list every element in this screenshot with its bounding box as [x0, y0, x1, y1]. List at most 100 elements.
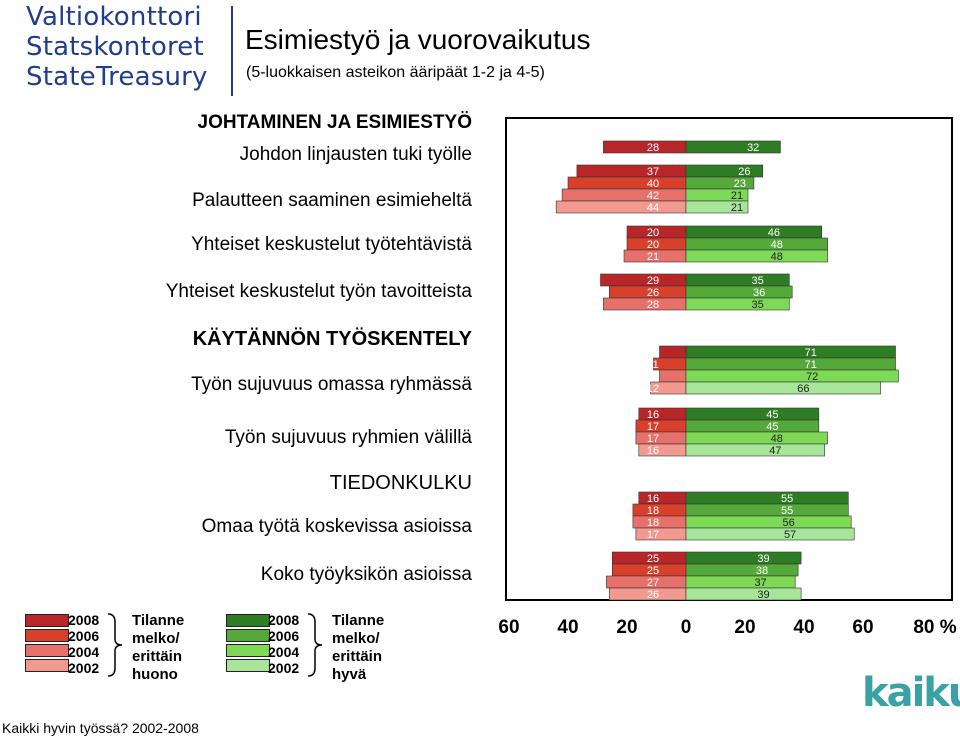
legend-swatch-good-2004: [226, 644, 270, 657]
bar-bad: [561, 188, 687, 202]
row-label-johdon-linjaukset: Johdon linjausten tuki työlle: [239, 144, 472, 165]
logo-divider: [231, 6, 233, 96]
bar-label-bad: 25: [647, 565, 659, 577]
row-label-palaute: Palautteen saaminen esimieheltä: [192, 190, 472, 211]
legend-brace-bad: [107, 613, 123, 677]
bar-label-good: 71: [805, 359, 817, 371]
bar-label-bad: 9: [650, 347, 656, 359]
bar-label-good: 47: [769, 445, 781, 457]
bar-good: [685, 164, 763, 178]
bar-good: [685, 357, 896, 371]
x-tick-label: 40: [557, 617, 579, 638]
bar-label-bad: 18: [647, 505, 659, 517]
bar-label-good: 21: [731, 190, 743, 202]
bar-label-good: 35: [752, 275, 764, 287]
legend-swatch-good-2002: [226, 659, 270, 672]
x-tick-label: 60: [498, 617, 520, 638]
row-label-keskustelut-tavoitteet: Yhteiset keskustelut työn tavoitteista: [165, 281, 472, 302]
bar-label-good: 48: [771, 251, 783, 263]
bar-good: [685, 249, 828, 263]
kaiku-logo: kaiku: [862, 670, 960, 716]
bar-bad: [632, 503, 687, 517]
bar-label-good: 66: [797, 383, 809, 395]
bar-label-bad: 29: [647, 275, 659, 287]
bar-bad: [635, 419, 687, 433]
logo-line-sv: Statskontoret: [26, 32, 204, 62]
legend-label-line: Tilanne: [132, 612, 185, 629]
bar-good: [685, 503, 849, 517]
bar-label-bad: 20: [647, 239, 659, 251]
bar-good: [685, 297, 790, 311]
bar-good: [685, 369, 899, 383]
legend-label-line: melko/: [332, 630, 380, 647]
bar-label-good: 39: [757, 589, 769, 601]
bar-good: [685, 345, 896, 359]
x-tick-label: 60: [852, 617, 874, 638]
bar-label-bad: 21: [647, 251, 659, 263]
bar-good: [685, 443, 825, 457]
legend-year: 2002: [68, 660, 100, 676]
legend-year: 2004: [68, 644, 100, 660]
logo-line-en: StateTreasury: [26, 62, 208, 92]
bar-bad: [638, 491, 687, 505]
bar-good: [685, 587, 802, 601]
bar-label-good: 56: [782, 517, 794, 529]
bar-label-good: 46: [768, 227, 780, 239]
row-label-koko-tyoyksikko: Koko työyksikön asioissa: [260, 564, 472, 585]
bar-good: [685, 200, 749, 214]
bar-label-bad: 40: [647, 178, 659, 190]
x-tick-label: 0: [680, 617, 692, 638]
bar-label-good: 45: [766, 421, 778, 433]
page-title: Esimiestyö ja vuorovaikutus: [245, 24, 591, 55]
legend-swatch-good-2006: [226, 629, 270, 642]
bar-label-good: 72: [806, 371, 818, 383]
legend-label-line: hyvä: [332, 666, 367, 683]
bar-good: [685, 551, 802, 565]
bar-good: [685, 407, 820, 421]
bar-label-bad: 28: [647, 142, 659, 154]
bar-label-good: 48: [771, 433, 783, 445]
legend-label-good: Tilanne melko/ erittäin hyvä: [332, 612, 384, 684]
bar-label-bad: 12: [647, 383, 659, 395]
legend-label-line: erittäin: [332, 648, 383, 665]
bar-label-bad: 11: [647, 359, 658, 371]
bar-label-bad: 9: [650, 371, 656, 383]
section-title-tiedonkulku: TIEDONKULKU: [329, 472, 472, 494]
bar-label-good: 26: [738, 166, 750, 178]
bar-good: [685, 575, 796, 589]
bar-label-bad: 18: [647, 517, 659, 529]
x-tick-label: 20: [734, 617, 756, 638]
bar-bad: [555, 200, 687, 214]
legend-year: 2006: [68, 628, 100, 644]
bar-good: [685, 273, 790, 287]
bar-label-good: 37: [754, 577, 766, 589]
legend-year: 2008: [268, 612, 300, 628]
bar-label-bad: 25: [647, 553, 659, 565]
row-label-omaa-tyota: Omaa työtä koskevissa asioissa: [201, 516, 472, 537]
bar-label-bad: 26: [647, 287, 659, 299]
bar-good: [685, 527, 855, 541]
bar-bad: [603, 297, 687, 311]
footer-note: Kaikki hyvin työssä? 2002-2008: [2, 720, 199, 736]
bar-good: [685, 431, 828, 445]
bar-bad: [659, 369, 687, 383]
bar-label-good: 21: [731, 202, 743, 214]
bar-label-good: 32: [747, 142, 759, 154]
bar-label-bad: 28: [647, 299, 659, 311]
legend-swatch-good-2008: [226, 614, 270, 627]
legend-swatch-bad-2002: [25, 659, 69, 672]
legend-label-line: huono: [132, 666, 178, 683]
bar-good: [685, 225, 822, 239]
legend-label-line: melko/: [132, 630, 180, 647]
bar-label-good: 36: [753, 287, 765, 299]
section-title-johtaminen: JOHTAMINEN JA ESIMIESTYÖ: [197, 112, 472, 133]
bar-bad: [632, 515, 687, 529]
bar-good: [685, 140, 781, 154]
bar-good: [685, 381, 881, 395]
bar-label-good: 55: [781, 493, 793, 505]
bar-label-good: 45: [766, 409, 778, 421]
bar-bad: [603, 140, 687, 154]
bar-label-good: 55: [781, 505, 793, 517]
bar-good: [685, 419, 820, 433]
x-tick-label: 80 %: [913, 617, 957, 638]
